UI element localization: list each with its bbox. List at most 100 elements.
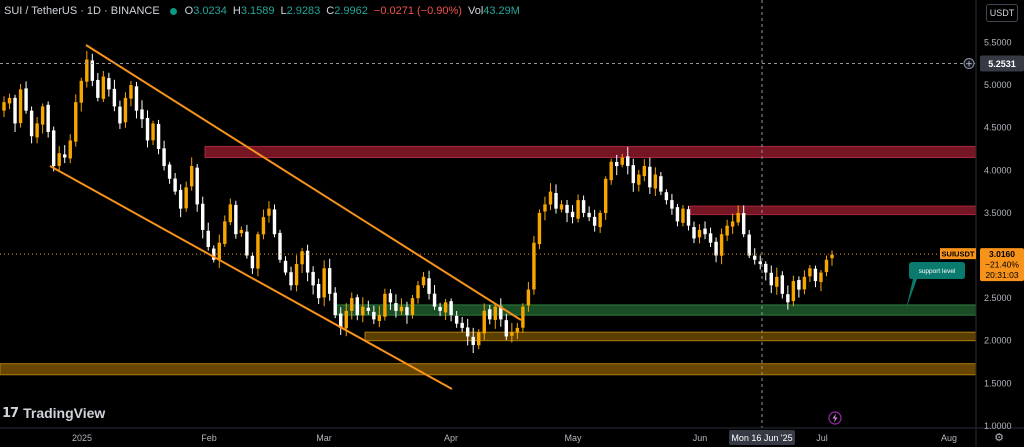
candle: [609, 161, 613, 181]
candle: [245, 231, 249, 256]
close-label: C: [326, 5, 335, 17]
y-tick-label: 5.5000: [984, 38, 1012, 48]
candle: [703, 228, 707, 235]
candle: [637, 174, 641, 185]
candle: [361, 306, 365, 316]
candle: [68, 140, 72, 159]
candle: [7, 97, 12, 104]
candle: [410, 298, 415, 315]
zone-resistance-upper: [204, 145, 977, 159]
candle: [675, 207, 680, 222]
y-tick-label: 4.5000: [984, 123, 1012, 133]
candle: [90, 60, 95, 81]
candle: [427, 278, 431, 294]
candle: [311, 271, 315, 286]
candle: [63, 154, 67, 158]
candle: [548, 191, 553, 205]
candle: [118, 106, 122, 124]
crosshair-date-box: [729, 430, 795, 445]
open-value: 3.0234: [193, 5, 227, 17]
x-tick-label: Jun: [693, 433, 708, 443]
candle: [228, 204, 233, 223]
candle: [217, 242, 221, 260]
candle: [443, 302, 448, 313]
candle: [620, 157, 624, 165]
candle: [101, 76, 106, 99]
candle: [581, 200, 586, 213]
last-price-box: [980, 248, 1024, 282]
candle: [145, 117, 150, 141]
x-tick-label: Feb: [201, 433, 217, 443]
low-value: 2.9283: [286, 5, 321, 17]
zone-resistance-lower: [689, 205, 977, 216]
candle: [333, 292, 337, 316]
symbol-title[interactable]: SUI / TetherUS · 1D · BINANCE: [4, 5, 160, 17]
plus-circle-icon[interactable]: [963, 58, 975, 70]
candle: [780, 275, 785, 294]
y-tick-label: 2.0000: [984, 336, 1012, 346]
candle: [692, 227, 696, 239]
candle: [725, 225, 729, 236]
y-tick-label: 2.5000: [984, 293, 1012, 303]
candle: [46, 104, 50, 132]
candle: [388, 293, 393, 303]
zone-support-orange: [364, 331, 977, 342]
candle: [405, 307, 409, 316]
lightning-icon: [828, 411, 842, 425]
candle: [250, 255, 255, 269]
gear-icon[interactable]: ⚙: [994, 432, 1004, 444]
candle: [598, 212, 602, 228]
candle: [278, 232, 282, 260]
currency-button[interactable]: USDT: [986, 4, 1018, 22]
crosshair-date-label: Mon 16 Jun '25: [731, 433, 792, 443]
candle: [664, 192, 669, 201]
close-value: 2.9962: [334, 5, 368, 17]
channel-upper-line: [85, 44, 522, 321]
candle: [112, 88, 117, 107]
candle: [686, 209, 691, 226]
candle: [543, 204, 547, 212]
brand-name: TradingView: [23, 405, 106, 421]
candle: [570, 211, 575, 218]
candle: [178, 189, 183, 209]
candle: [79, 80, 83, 103]
candle: [316, 284, 321, 299]
candle: [206, 230, 210, 247]
candle: [184, 187, 188, 209]
plus-glyph: +: [965, 60, 973, 70]
candle: [714, 241, 718, 256]
support-level-text: support level: [919, 268, 956, 275]
candle: [289, 272, 293, 286]
volume-label: Vol: [467, 5, 484, 17]
candle: [587, 212, 591, 218]
last-change-label: −21.40%: [985, 260, 1019, 270]
candle: [824, 259, 829, 273]
candle: [603, 178, 608, 214]
volume-value: 43.29M: [483, 5, 520, 17]
candle: [272, 209, 277, 235]
candle: [383, 293, 387, 317]
candle: [129, 85, 133, 99]
candle: [559, 204, 564, 210]
candle: [764, 263, 768, 273]
candle: [736, 212, 740, 223]
candle: [24, 88, 28, 111]
tradingview-brand[interactable]: 17 TradingView: [2, 405, 105, 421]
candle: [659, 176, 663, 192]
candle: [808, 268, 812, 277]
candle: [13, 97, 17, 124]
candle: [697, 229, 702, 238]
candle: [107, 78, 111, 90]
candle: [173, 178, 177, 192]
candle: [741, 213, 746, 235]
candle: [29, 110, 34, 137]
candle: [626, 156, 630, 167]
candle: [151, 123, 155, 141]
candle: [493, 306, 497, 321]
candle: [631, 165, 635, 184]
candle: [162, 148, 166, 167]
y-tick-label: 1.0000: [984, 421, 1012, 431]
y-tick-label: 1.5000: [984, 378, 1012, 388]
candle: [532, 242, 536, 290]
